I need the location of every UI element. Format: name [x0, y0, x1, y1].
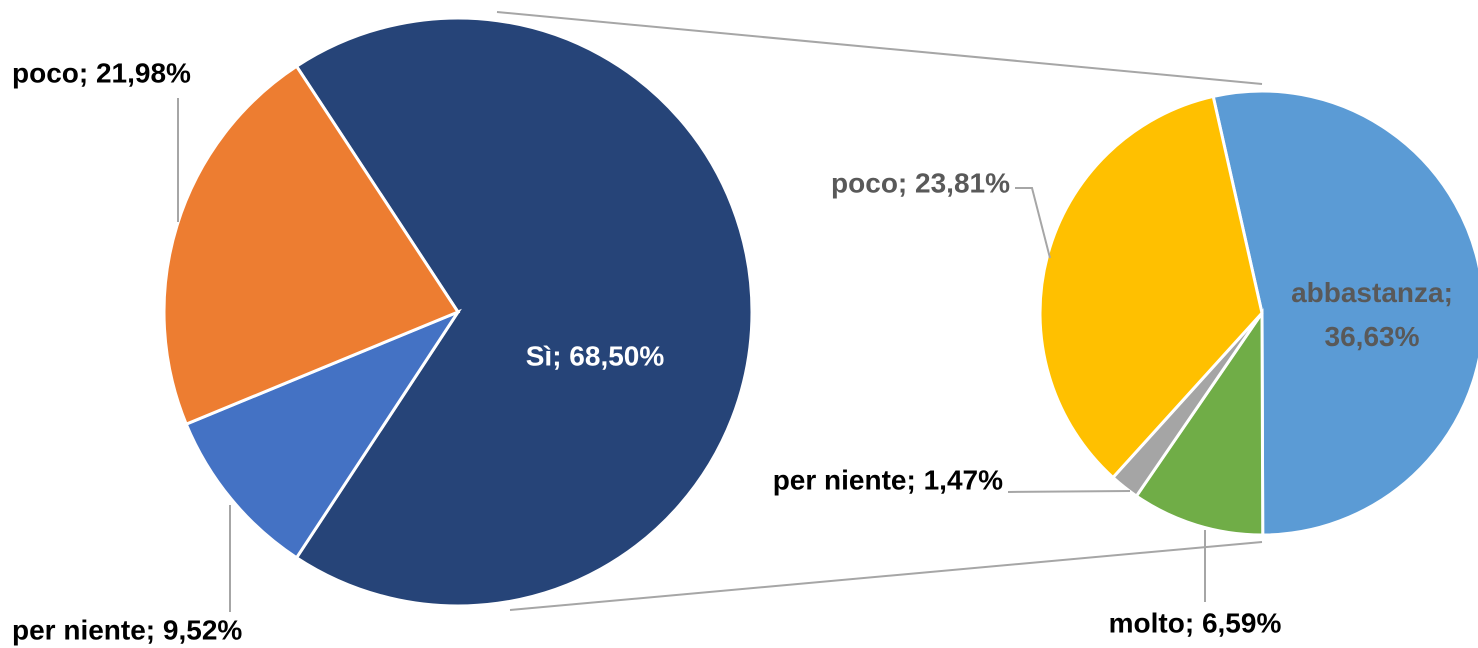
data-label-line: abbastanza;: [1291, 277, 1453, 308]
data-label: poco; 23,81%: [831, 167, 1010, 198]
data-label: Sì; 68,50%: [526, 340, 665, 371]
pie-slice: [162, 64, 461, 427]
leader-line: [1015, 187, 1051, 259]
pie-slice: [1134, 308, 1265, 537]
pie-slice: [1211, 89, 1478, 537]
data-label: abbastanza; 36,63%: [1291, 277, 1453, 352]
pie-slice: [294, 16, 754, 608]
data-label: per niente; 1,47%: [773, 464, 1003, 495]
pie-slice: [1038, 94, 1264, 480]
connector-line: [509, 541, 1263, 611]
leader-line: [1007, 490, 1131, 493]
data-label-line: 36,63%: [1325, 321, 1420, 352]
pie-slice: [184, 308, 462, 560]
data-label: per niente; 9,52%: [12, 614, 242, 645]
data-label: molto; 6,59%: [1109, 607, 1282, 638]
connector-line: [496, 11, 1263, 85]
data-label: poco; 21,98%: [12, 57, 191, 88]
